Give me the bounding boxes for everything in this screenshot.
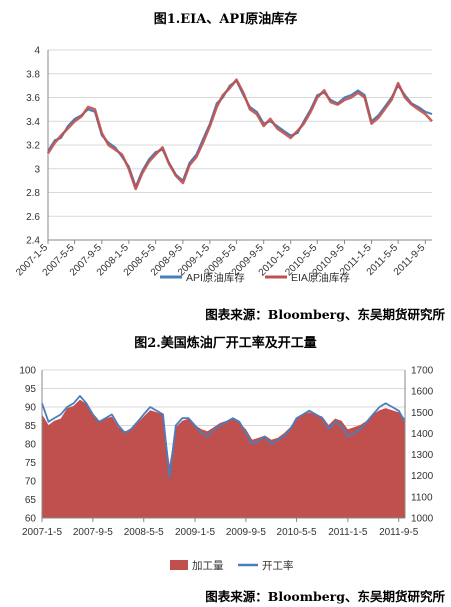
x-tick-label: 2011-1-5	[328, 527, 368, 538]
y-left-tick-label: 65	[25, 495, 37, 506]
y-left-tick-label: 90	[25, 403, 37, 414]
y-right-tick-label: 1000	[411, 514, 434, 525]
y-right-tick-label: 1300	[411, 450, 434, 461]
y-tick-label: 3.8	[26, 69, 40, 80]
chart2-refinery: 60 65 70 75 80 85 90 95 100 1000 1100 1200 1300 1400 1…	[19, 366, 434, 573]
legend-label: 加工量	[192, 560, 224, 572]
series-area-processing	[42, 399, 405, 518]
y-right-tick-label: 1100	[411, 492, 433, 503]
figure1-source: 图表来源：Bloomberg、东吴期货研究所	[205, 307, 445, 322]
series-line-1	[47, 79, 433, 188]
y-right-tick-label: 1200	[411, 471, 434, 482]
y-right-tick-label: 1500	[411, 408, 434, 419]
x-tick-label: 2009-1-5	[175, 527, 215, 538]
y-right-tick-label: 1400	[411, 429, 434, 440]
y-left-tick-label: 60	[25, 514, 37, 525]
x-tick-label: 2010-5-5	[277, 527, 317, 538]
legend-label: EIA原油库存	[291, 271, 350, 284]
y-right-tick-label: 1600	[411, 387, 434, 398]
figure1-title: 图1.EIA、API原油库存	[153, 12, 298, 27]
y-left-tick-label: 80	[25, 440, 37, 451]
y-tick-label: 3.4	[26, 117, 40, 128]
x-tick-label: 2011-9-5	[379, 527, 419, 538]
y-left-tick-label: 100	[19, 366, 36, 377]
legend-label: API原油库存	[186, 271, 245, 284]
y-right-tick-label: 1700	[411, 366, 434, 377]
figure2-title: 图2.美国炼油厂开工率及开工量	[134, 336, 317, 351]
x-tick-label: 2008-5-5	[124, 527, 164, 538]
x-tick-label: 2009-9-5	[226, 527, 266, 538]
y-tick-label: 2.4	[26, 236, 40, 247]
series-line-utilization	[41, 395, 406, 479]
y-left-tick-label: 95	[25, 384, 37, 395]
figure2-source: 图表来源：Bloomberg、东吴期货研究所	[205, 589, 445, 604]
legend-label: 开工率	[262, 559, 294, 572]
series-line-2	[46, 78, 433, 191]
y-tick-label: 3	[34, 164, 40, 175]
y-tick-label: 3.2	[26, 141, 40, 152]
y-left-tick-label: 85	[25, 421, 37, 432]
y-tick-label: 2.6	[26, 212, 40, 223]
y-tick-label: 3.6	[26, 93, 40, 104]
y-left-tick-label: 75	[25, 458, 37, 469]
x-tick-label: 2007-1-5	[22, 527, 62, 538]
x-tick-label: 2007-9-5	[73, 527, 113, 538]
chart1-inventory: 2.42.62.833.23.43.63.842007-1-52007-5-52…	[14, 46, 433, 284]
legend-swatch	[170, 560, 188, 570]
y-left-tick-label: 70	[25, 477, 37, 488]
y-tick-label: 4	[34, 46, 40, 57]
y-tick-label: 2.8	[26, 188, 40, 199]
